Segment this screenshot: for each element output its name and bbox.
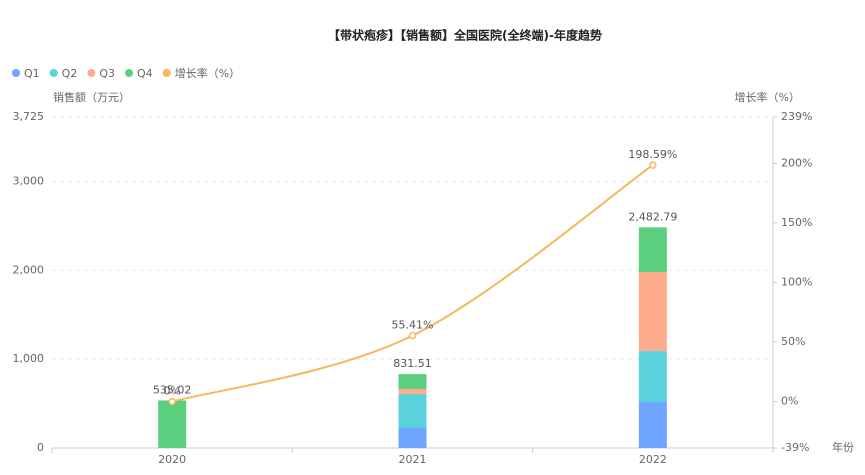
legend-label: Q2 [62,67,78,80]
legend-marker [87,69,96,77]
chart-title: 【带状疱疹】【销售额】全国医院(全终端)-年度趋势 [328,28,602,43]
bar-segment [638,402,667,448]
x-tick-label: 2022 [639,453,667,466]
y2-axis-label: 增长率（%） [735,90,800,104]
growth-label: 0% [163,385,180,398]
y2-tick-label: 200% [781,156,812,169]
y2-tick-label: 50% [781,335,805,348]
y2-tick-label: -39% [781,441,809,454]
x-tick-label: 2020 [158,453,186,466]
y-tick-label: 1,000 [13,352,45,365]
y-tick-label: 0 [37,441,44,454]
legend-label: 增长率（%） [175,66,240,80]
total-label: 2,482.79 [628,210,677,223]
legend-label: Q4 [137,67,153,80]
y2-tick-label: 239% [781,110,812,123]
y2-tick-label: 150% [781,216,812,229]
legend-label: Q1 [24,67,40,80]
legend-marker [12,69,20,77]
y2-tick-label: 100% [781,276,812,289]
bar-segment [398,388,427,395]
y-tick-label: 3,000 [13,174,45,187]
bar-segment [398,394,427,429]
growth-point [408,331,417,340]
growth-point [649,161,657,169]
legend-label: Q3 [99,67,115,80]
y-axis-label: 销售额（万元） [53,90,130,104]
growth-label: 198.59% [628,148,677,161]
y-tick-label: 2,000 [13,263,45,276]
total-label: 831.51 [393,357,432,370]
bar-segment [398,374,427,389]
bar-segment [398,428,427,448]
legend-marker [49,69,58,77]
legend-marker [162,69,171,77]
growth-point [168,397,176,406]
y-tick-label: 3,725 [13,110,45,123]
bar-segment [158,400,187,448]
y2-tick-label: 0% [781,395,798,408]
x-tick-label: 2021 [399,453,427,466]
total-label: 535.02 [153,383,192,396]
bar-segment [638,227,667,273]
growth-label: 55.41% [392,319,434,332]
bar-segment [638,351,667,403]
x-axis-label: 年份 [832,440,854,454]
bar-segment [638,272,667,352]
legend-marker [125,69,134,77]
